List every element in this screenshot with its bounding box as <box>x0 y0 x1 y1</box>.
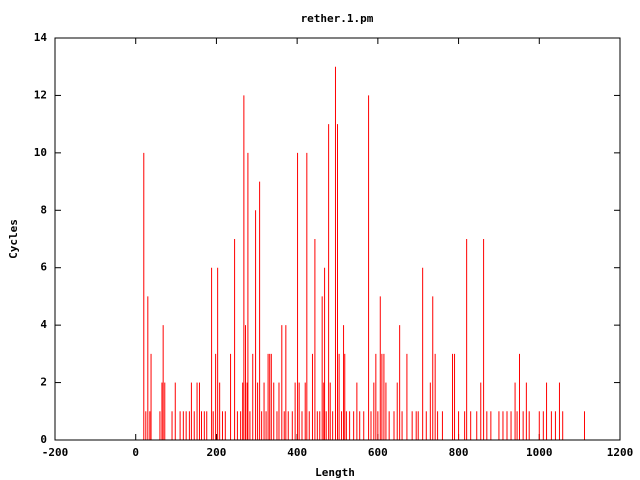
y-tick-label: 8 <box>40 203 47 216</box>
y-tick-label: 10 <box>34 146 47 159</box>
x-tick-label: 600 <box>368 446 388 459</box>
y-tick-label: 6 <box>40 261 47 274</box>
x-tick-label: 800 <box>449 446 469 459</box>
x-tick-label: 1200 <box>607 446 634 459</box>
x-tick-label: 400 <box>287 446 307 459</box>
plot-frame <box>54 37 621 441</box>
y-tick-label: 12 <box>34 88 47 101</box>
y-axis-label: Cycles <box>7 219 20 259</box>
x-axis-label: Length <box>315 466 355 479</box>
x-tick-label: -200 <box>42 446 69 459</box>
y-tick-label: 14 <box>34 31 48 44</box>
chart-title: rether.1.pm <box>301 12 374 25</box>
y-tick-label: 0 <box>40 433 47 446</box>
x-tick-label: 200 <box>206 446 226 459</box>
y-tick-label: 4 <box>40 318 47 331</box>
x-tick-label: 0 <box>132 446 139 459</box>
x-tick-label: 1000 <box>526 446 553 459</box>
y-tick-label: 2 <box>40 376 47 389</box>
